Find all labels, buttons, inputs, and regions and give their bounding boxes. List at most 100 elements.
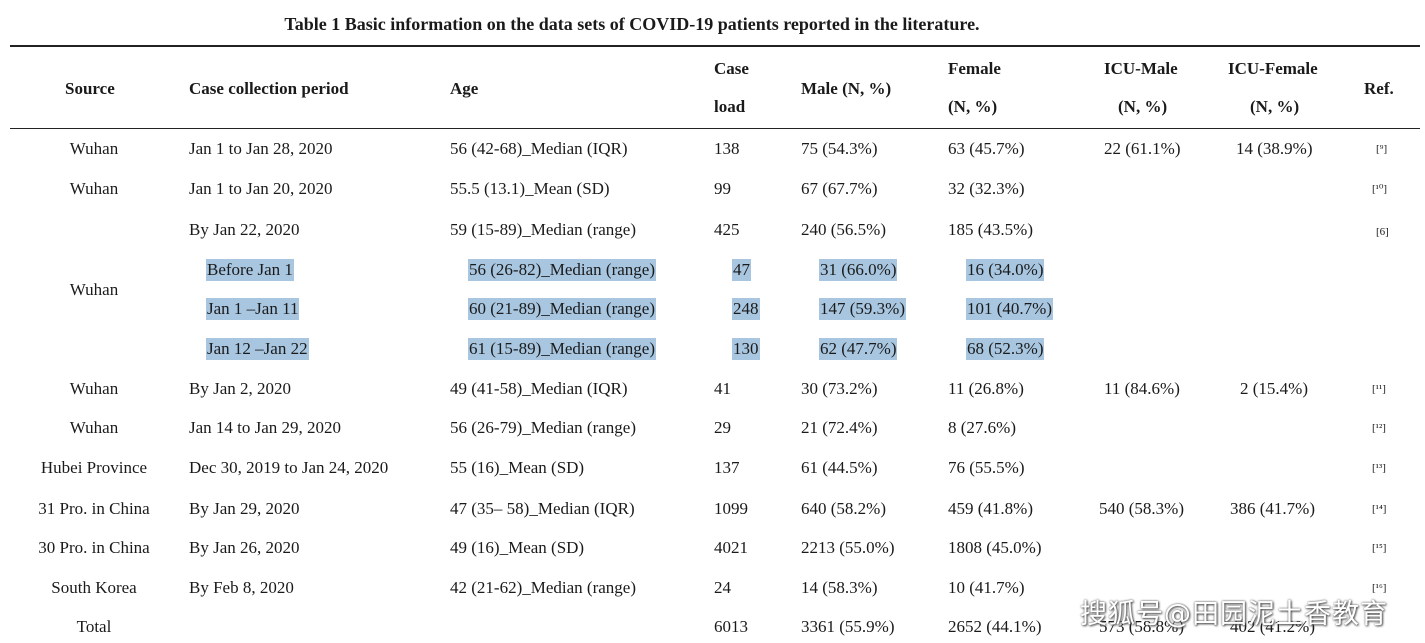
row-period: Jan 1 to Jan 28, 2020 — [189, 139, 333, 158]
row-source: Wuhan — [69, 179, 119, 198]
row-source: 30 Pro. in China — [38, 538, 150, 557]
row-ref: [¹³] — [1372, 462, 1386, 474]
header-icu-female-line2: (N, %) — [1250, 97, 1300, 116]
row-icu-female: 14 (38.9%) — [1236, 139, 1313, 158]
row-period-highlighted: Before Jan 1 — [206, 259, 294, 281]
row-case: 41 — [714, 379, 731, 398]
row-male: 2213 (55.0%) — [801, 538, 895, 557]
row-female: 8 (27.6%) — [948, 418, 1016, 437]
row-case: 138 — [714, 139, 740, 158]
row-female: 76 (55.5%) — [948, 458, 1025, 477]
row-icu-female: 386 (41.7%) — [1230, 499, 1315, 518]
row-source: South Korea — [51, 578, 137, 597]
row-age-highlighted: 60 (21-89)_Median (range) — [468, 298, 656, 320]
row-male-highlighted: 31 (66.0%) — [819, 259, 898, 281]
row-female: 185 (43.5%) — [948, 220, 1033, 239]
header-icu-female-line1: ICU-Female — [1228, 59, 1318, 78]
row-age-highlighted: 61 (15-89)_Median (range) — [468, 338, 656, 360]
row-female: 1808 (45.0%) — [948, 538, 1042, 557]
row-age: 55 (16)_Mean (SD) — [450, 458, 585, 477]
row-source: 31 Pro. in China — [38, 499, 150, 518]
row-age-highlighted: 56 (26-82)_Median (range) — [468, 259, 656, 281]
row-female: 32 (32.3%) — [948, 179, 1025, 198]
row-age: 42 (21-62)_Median (range) — [450, 578, 636, 597]
row-period: Jan 14 to Jan 29, 2020 — [189, 418, 342, 437]
row-ref: [¹⁶] — [1372, 582, 1387, 594]
total-label: Total — [76, 617, 112, 636]
row-female: 459 (41.8%) — [948, 499, 1033, 518]
row-female-highlighted: 101 (40.7%) — [966, 298, 1053, 320]
row-case: 29 — [714, 418, 731, 437]
row-age: 49 (16)_Mean (SD) — [450, 538, 585, 557]
row-source: Wuhan — [69, 379, 119, 398]
row-period: By Jan 22, 2020 — [189, 220, 300, 239]
row-male: 640 (58.2%) — [801, 499, 886, 518]
row-period-highlighted: Jan 12 –Jan 22 — [206, 338, 309, 360]
total-icu-male: 573 (58.8%) — [1099, 617, 1184, 636]
row-age: 47 (35– 58)_Median (IQR) — [450, 499, 635, 518]
row-case-highlighted: 248 — [732, 298, 760, 320]
row-female: 10 (41.7%) — [948, 578, 1025, 597]
row-male: 61 (44.5%) — [801, 458, 878, 477]
row-icu-male: 540 (58.3%) — [1099, 499, 1184, 518]
row-case: 24 — [714, 578, 731, 597]
header-case-line2: load — [714, 97, 746, 116]
row-ref: [¹⁰] — [1372, 183, 1388, 195]
row-ref: [¹¹] — [1372, 383, 1386, 395]
row-period: By Jan 26, 2020 — [189, 538, 300, 557]
row-male: 240 (56.5%) — [801, 220, 886, 239]
watermark: 搜狐号@田园泥土香教育 — [1080, 599, 1388, 630]
row-ref: [¹⁵] — [1372, 542, 1387, 554]
row-icu-male: 22 (61.1%) — [1104, 139, 1181, 158]
row-male-highlighted: 62 (47.7%) — [819, 338, 898, 360]
header-icu-male-line1: ICU-Male — [1104, 59, 1178, 78]
row-period-highlighted: Jan 1 –Jan 11 — [206, 298, 300, 320]
total-case: 6013 — [714, 617, 748, 636]
header-age: Age — [450, 79, 479, 98]
row-male-highlighted: 147 (59.3%) — [819, 298, 906, 320]
row-case: 137 — [714, 458, 740, 477]
header-period: Case collection period — [189, 79, 349, 98]
row-icu-male: 11 (84.6%) — [1104, 379, 1180, 398]
row-period: By Feb 8, 2020 — [189, 578, 294, 597]
row-icu-female: 2 (15.4%) — [1240, 379, 1308, 398]
table-title: Table 1 Basic information on the data se… — [284, 14, 980, 34]
row-case: 4021 — [714, 538, 748, 557]
row-period: By Jan 29, 2020 — [189, 499, 300, 518]
row-period: Jan 1 to Jan 20, 2020 — [189, 179, 333, 198]
row-case: 1099 — [714, 499, 748, 518]
row-source: Wuhan — [69, 139, 119, 158]
row-source: Hubei Province — [40, 458, 148, 477]
header-female-line2: (N, %) — [948, 97, 998, 116]
row-female: 11 (26.8%) — [948, 379, 1024, 398]
row-ref: [6] — [1376, 226, 1389, 238]
row-ref: [¹⁴] — [1372, 503, 1387, 515]
row-male: 75 (54.3%) — [801, 139, 878, 158]
row-age: 56 (42-68)_Median (IQR) — [450, 139, 628, 158]
row-source: Wuhan — [69, 418, 119, 437]
row-period: By Jan 2, 2020 — [189, 379, 291, 398]
total-icu-female: 402 (41.2%) — [1230, 617, 1315, 636]
row-case: 99 — [714, 179, 731, 198]
header-icu-male-line2: (N, %) — [1118, 97, 1168, 116]
row-ref: [¹²] — [1372, 422, 1386, 434]
header-source: Source — [65, 79, 115, 98]
row-case-highlighted: 47 — [732, 259, 751, 281]
header-ref: Ref. — [1364, 79, 1394, 98]
row-period: Dec 30, 2019 to Jan 24, 2020 — [189, 458, 389, 477]
row-female-highlighted: 68 (52.3%) — [966, 338, 1045, 360]
row-male: 30 (73.2%) — [801, 379, 878, 398]
row-age: 55.5 (13.1)_Mean (SD) — [450, 179, 610, 198]
total-female: 2652 (44.1%) — [948, 617, 1042, 636]
row-male: 14 (58.3%) — [801, 578, 878, 597]
row-female: 63 (45.7%) — [948, 139, 1025, 158]
total-male: 3361 (55.9%) — [801, 617, 895, 636]
top-rule — [10, 45, 1420, 47]
row-case-highlighted: 130 — [732, 338, 760, 360]
header-female-line1: Female — [948, 59, 1001, 78]
row-male: 21 (72.4%) — [801, 418, 878, 437]
row-case: 425 — [714, 220, 740, 239]
row-age: 59 (15-89)_Median (range) — [450, 220, 636, 239]
row-source-merged: Wuhan — [69, 280, 119, 299]
row-female-highlighted: 16 (34.0%) — [966, 259, 1045, 281]
